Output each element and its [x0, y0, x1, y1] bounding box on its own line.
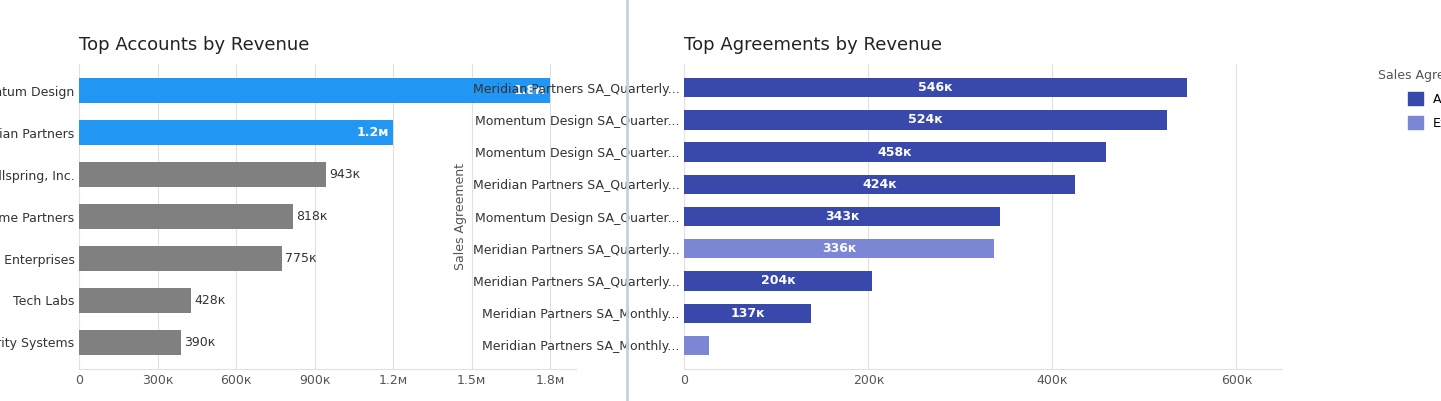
Bar [79, 78, 550, 103]
Text: 204к: 204к [761, 274, 795, 288]
Bar [79, 330, 182, 355]
Text: 390к: 390к [184, 336, 216, 349]
Text: Top Accounts by Revenue: Top Accounts by Revenue [79, 36, 310, 54]
Text: 343к: 343к [826, 210, 859, 223]
Text: 775к: 775к [285, 252, 317, 265]
Text: 458к: 458к [878, 146, 912, 159]
Bar [684, 304, 810, 323]
Bar [684, 239, 994, 258]
Text: 1.2м: 1.2м [357, 126, 389, 139]
Text: 424к: 424к [862, 178, 896, 191]
Bar [684, 271, 872, 291]
Text: Top Agreements by Revenue: Top Agreements by Revenue [684, 36, 942, 54]
Text: 818к: 818к [297, 210, 329, 223]
Bar [79, 246, 282, 271]
Bar [79, 162, 326, 187]
Bar [684, 175, 1075, 194]
Text: 137к: 137к [731, 307, 765, 320]
Text: 546к: 546к [918, 81, 953, 94]
Bar [684, 142, 1105, 162]
Bar [79, 288, 192, 313]
Legend: Activated, Expired: Activated, Expired [1373, 64, 1441, 135]
Y-axis label: Sales Agreement: Sales Agreement [454, 163, 467, 270]
Bar [79, 120, 393, 145]
Bar [684, 336, 709, 355]
Text: 524к: 524к [908, 113, 942, 126]
Bar [684, 110, 1167, 130]
Bar [684, 207, 1000, 226]
Text: 1.8м: 1.8м [514, 84, 546, 97]
Text: 336к: 336к [821, 242, 856, 255]
Text: 943к: 943к [329, 168, 360, 181]
Text: 428к: 428к [195, 294, 226, 307]
Bar [684, 78, 1187, 97]
Bar [79, 204, 294, 229]
